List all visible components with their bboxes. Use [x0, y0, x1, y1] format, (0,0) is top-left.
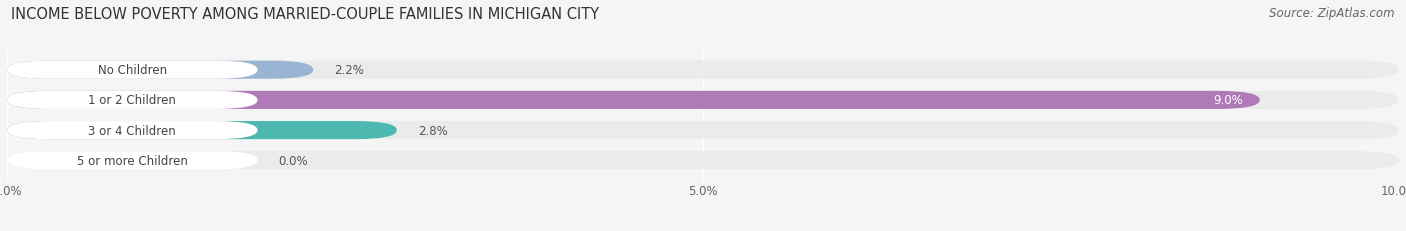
Text: 1 or 2 Children: 1 or 2 Children [89, 94, 176, 107]
Text: 2.8%: 2.8% [418, 124, 447, 137]
Text: 5 or more Children: 5 or more Children [77, 154, 188, 167]
Text: 2.2%: 2.2% [335, 64, 364, 77]
FancyBboxPatch shape [7, 61, 1399, 79]
Text: 3 or 4 Children: 3 or 4 Children [89, 124, 176, 137]
FancyBboxPatch shape [7, 122, 396, 140]
FancyBboxPatch shape [7, 61, 314, 79]
Text: INCOME BELOW POVERTY AMONG MARRIED-COUPLE FAMILIES IN MICHIGAN CITY: INCOME BELOW POVERTY AMONG MARRIED-COUPL… [11, 7, 599, 22]
FancyBboxPatch shape [7, 122, 1399, 140]
Text: 9.0%: 9.0% [1213, 94, 1243, 107]
FancyBboxPatch shape [7, 91, 257, 109]
FancyBboxPatch shape [7, 152, 1399, 170]
FancyBboxPatch shape [7, 152, 257, 170]
Text: Source: ZipAtlas.com: Source: ZipAtlas.com [1270, 7, 1395, 20]
FancyBboxPatch shape [7, 122, 257, 140]
FancyBboxPatch shape [7, 91, 1399, 109]
FancyBboxPatch shape [7, 91, 1260, 109]
Text: No Children: No Children [98, 64, 167, 77]
Text: 0.0%: 0.0% [278, 154, 308, 167]
FancyBboxPatch shape [7, 61, 257, 79]
